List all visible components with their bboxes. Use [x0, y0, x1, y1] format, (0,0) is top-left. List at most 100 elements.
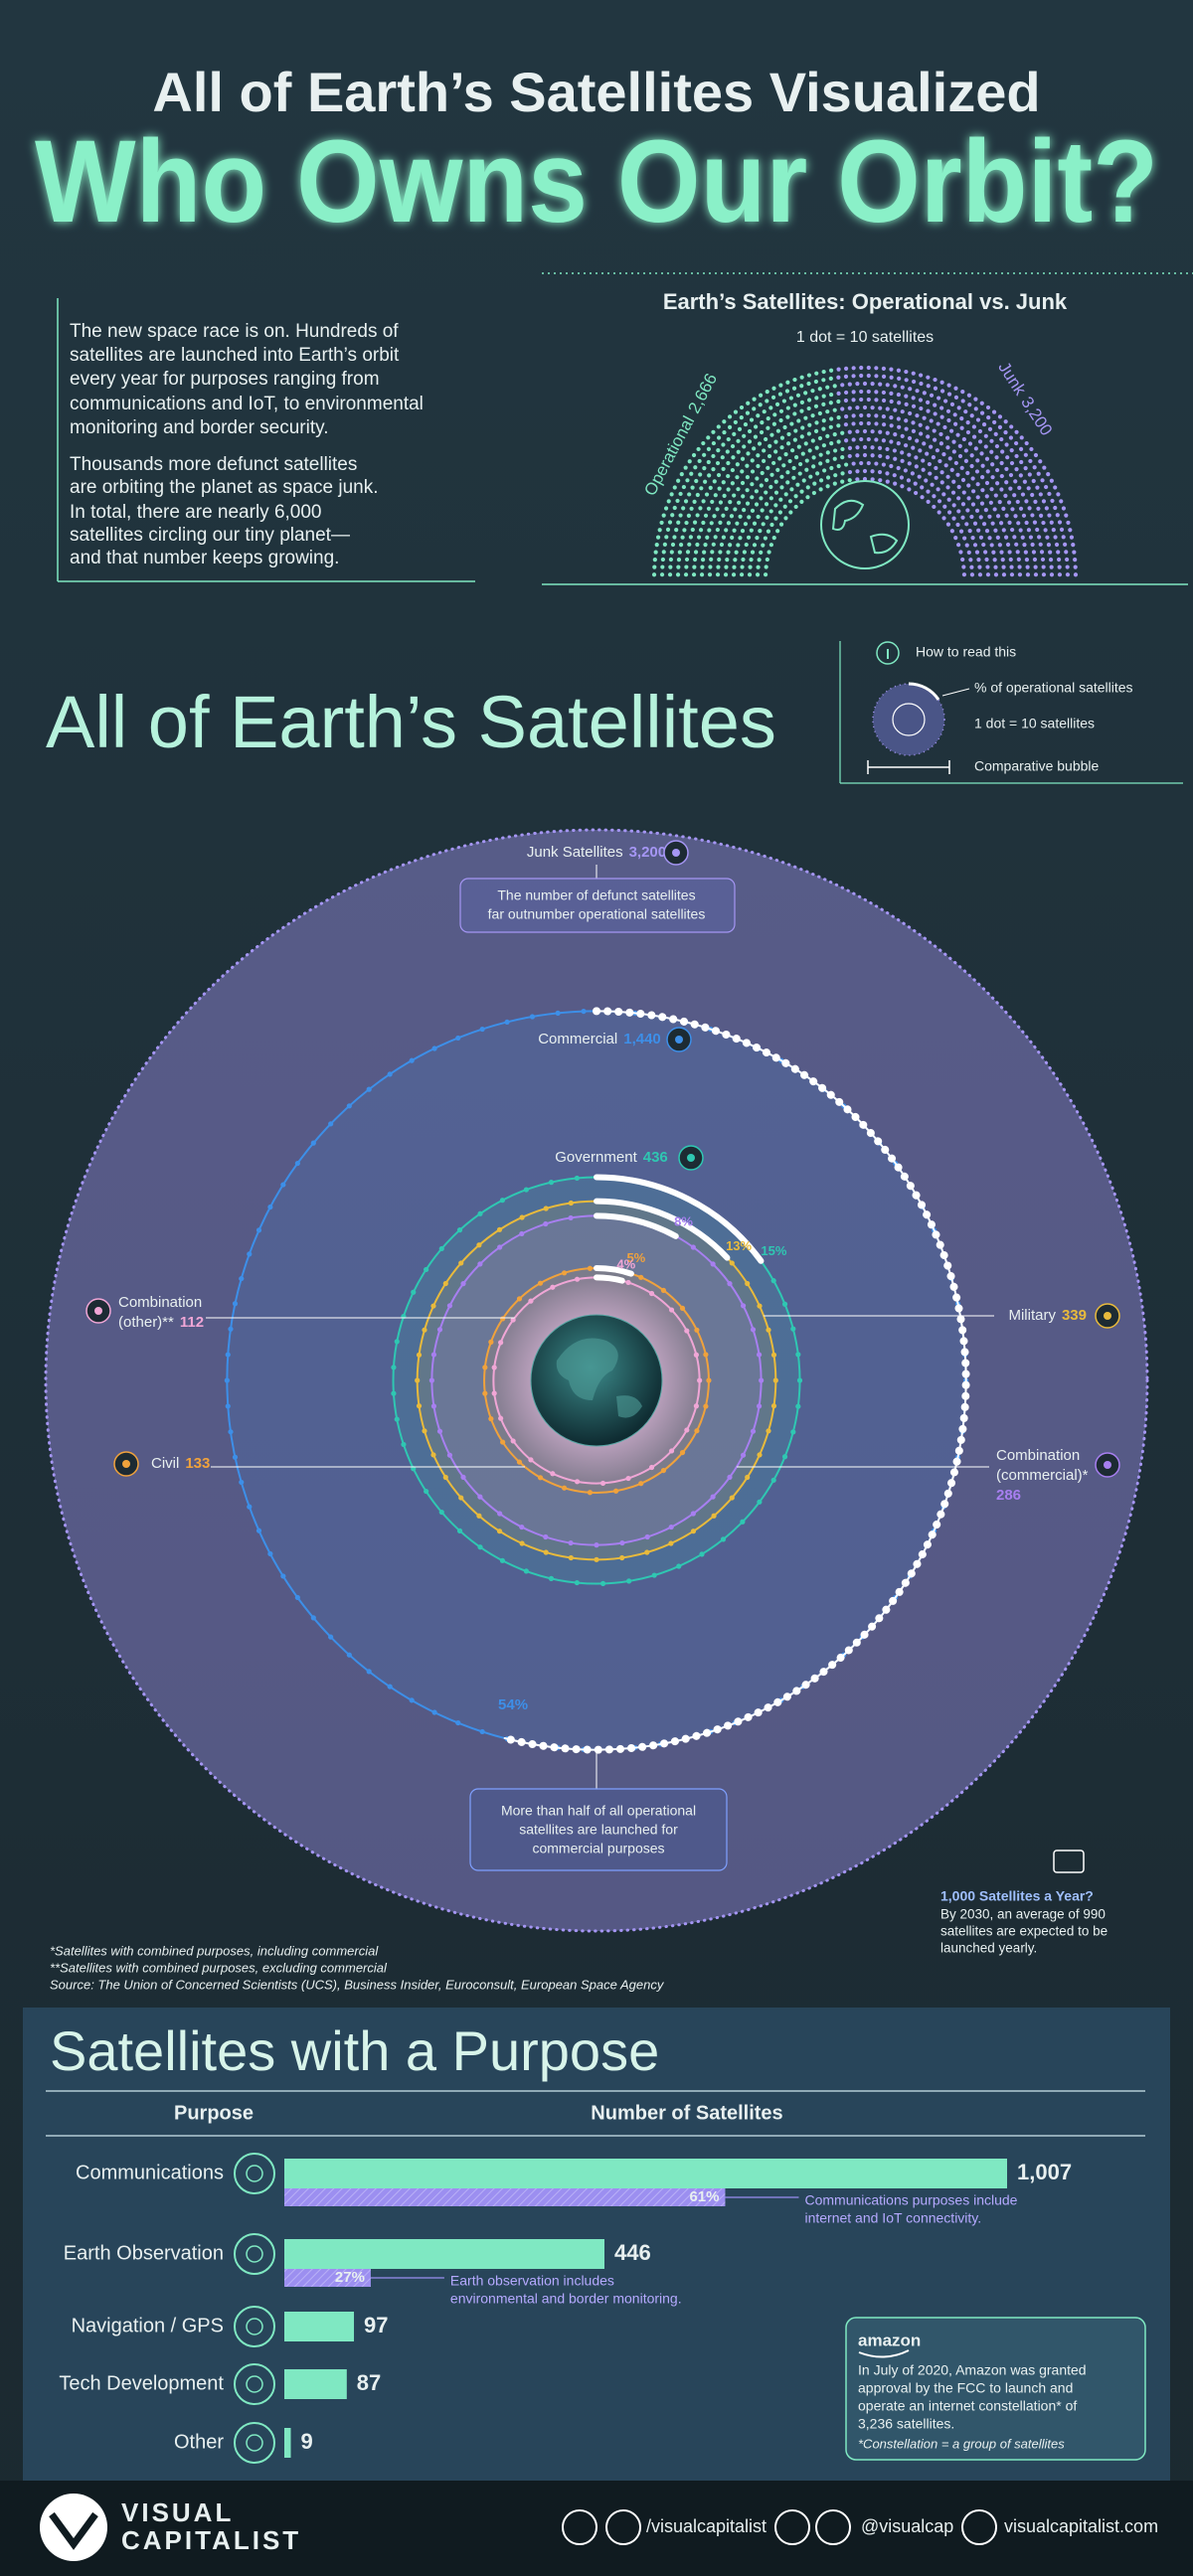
orbit-dot: [757, 1452, 763, 1458]
dot: [920, 495, 925, 500]
dot: [959, 425, 964, 430]
category-icon-core: [246, 2434, 263, 2452]
dot: [949, 402, 955, 406]
dot: [874, 437, 879, 442]
dot: [874, 398, 879, 402]
dot: [977, 572, 983, 577]
annotation-line: commercial purposes: [532, 1841, 664, 1856]
share-label: 61%: [689, 2188, 719, 2205]
orbit-dot: [594, 1542, 599, 1548]
dot: [836, 367, 841, 372]
logo-text: VISUAL: [121, 2497, 234, 2527]
dot: [700, 564, 705, 569]
earth-land: [831, 499, 899, 555]
dot: [1013, 514, 1018, 519]
dot: [899, 475, 905, 480]
dot: [1018, 506, 1024, 511]
dot: [903, 443, 909, 448]
category-icon-core: [675, 1036, 683, 1044]
orbit-dot: [543, 1533, 549, 1540]
orbit-dot: [619, 1539, 625, 1546]
annotation-line: satellites are launched for: [519, 1822, 678, 1838]
dot: [881, 413, 886, 419]
footnote: *Satellites with combined purposes, incl…: [50, 1943, 379, 1958]
dot: [961, 564, 966, 569]
dot: [979, 410, 985, 415]
dot: [742, 507, 747, 513]
orbit-dot: [456, 1528, 463, 1533]
footnote: Source: The Union of Concerned Scientist…: [50, 1977, 665, 1992]
orbit-dot: [280, 1182, 286, 1188]
orbit-dot: [422, 1327, 427, 1333]
orbit-dot: [626, 1578, 632, 1584]
legend-item: Comparative bubble: [974, 758, 1100, 774]
dot: [966, 483, 971, 488]
dot: [889, 399, 894, 404]
dot: [707, 528, 712, 533]
dot: [754, 489, 759, 494]
dot: [716, 564, 721, 569]
dot: [1032, 520, 1038, 525]
dot: [738, 536, 743, 541]
dot: [818, 452, 823, 457]
dot: [995, 535, 1000, 541]
dot: [668, 564, 673, 569]
dot: [978, 535, 984, 540]
dot: [847, 453, 852, 459]
orbit-name: (other)**: [118, 1314, 174, 1331]
dot: [687, 459, 692, 464]
bar: [284, 2428, 291, 2458]
dot: [763, 536, 767, 541]
category-icon-core: [687, 1154, 695, 1162]
orbit-dot: [519, 1540, 525, 1546]
dot: [931, 455, 937, 460]
dot: [946, 383, 951, 388]
dot: [1009, 448, 1014, 453]
dot: [825, 450, 830, 455]
dot: [1056, 492, 1061, 497]
dot: [682, 528, 687, 533]
orbit-dot: [740, 1303, 747, 1309]
dot: [881, 374, 887, 379]
dot: [766, 529, 771, 534]
dot: [825, 458, 830, 463]
amazon-line: 3,236 satellites.: [858, 2416, 954, 2432]
dot: [870, 429, 875, 434]
orbit-dot: [757, 1303, 763, 1309]
dot: [1030, 492, 1035, 498]
dot: [926, 375, 931, 380]
dot: [944, 435, 950, 440]
dot: [1003, 419, 1008, 424]
orbit-dot: [759, 1377, 765, 1383]
dot: [762, 458, 767, 463]
orbit-dot: [644, 1549, 650, 1555]
dot: [1044, 484, 1049, 490]
category-label: Earth Observation: [64, 2242, 224, 2264]
dot: [718, 550, 723, 555]
dot: [726, 460, 731, 466]
dot: [1038, 513, 1044, 518]
dot: [951, 503, 956, 508]
legend-item: % of operational satellites: [974, 680, 1133, 696]
dot: [738, 514, 743, 519]
dot: [1007, 520, 1012, 525]
dot: [1072, 550, 1077, 555]
orbit-dot: [482, 1390, 488, 1396]
orbit-dot: [366, 1669, 372, 1675]
dot: [885, 479, 890, 484]
orbit-dot: [430, 1452, 436, 1458]
dot: [676, 564, 681, 569]
dot: [859, 373, 864, 379]
dot: [829, 441, 834, 446]
dot: [793, 428, 798, 433]
dot: [1017, 564, 1022, 569]
dot: [779, 445, 784, 450]
dot: [1004, 513, 1009, 518]
dot: [1049, 520, 1054, 525]
column-header: Number of Satellites: [591, 2102, 782, 2124]
orbit-dot: [568, 1214, 574, 1221]
dot: [666, 499, 671, 504]
dot: [836, 463, 841, 469]
orbit-dot: [756, 1352, 763, 1358]
